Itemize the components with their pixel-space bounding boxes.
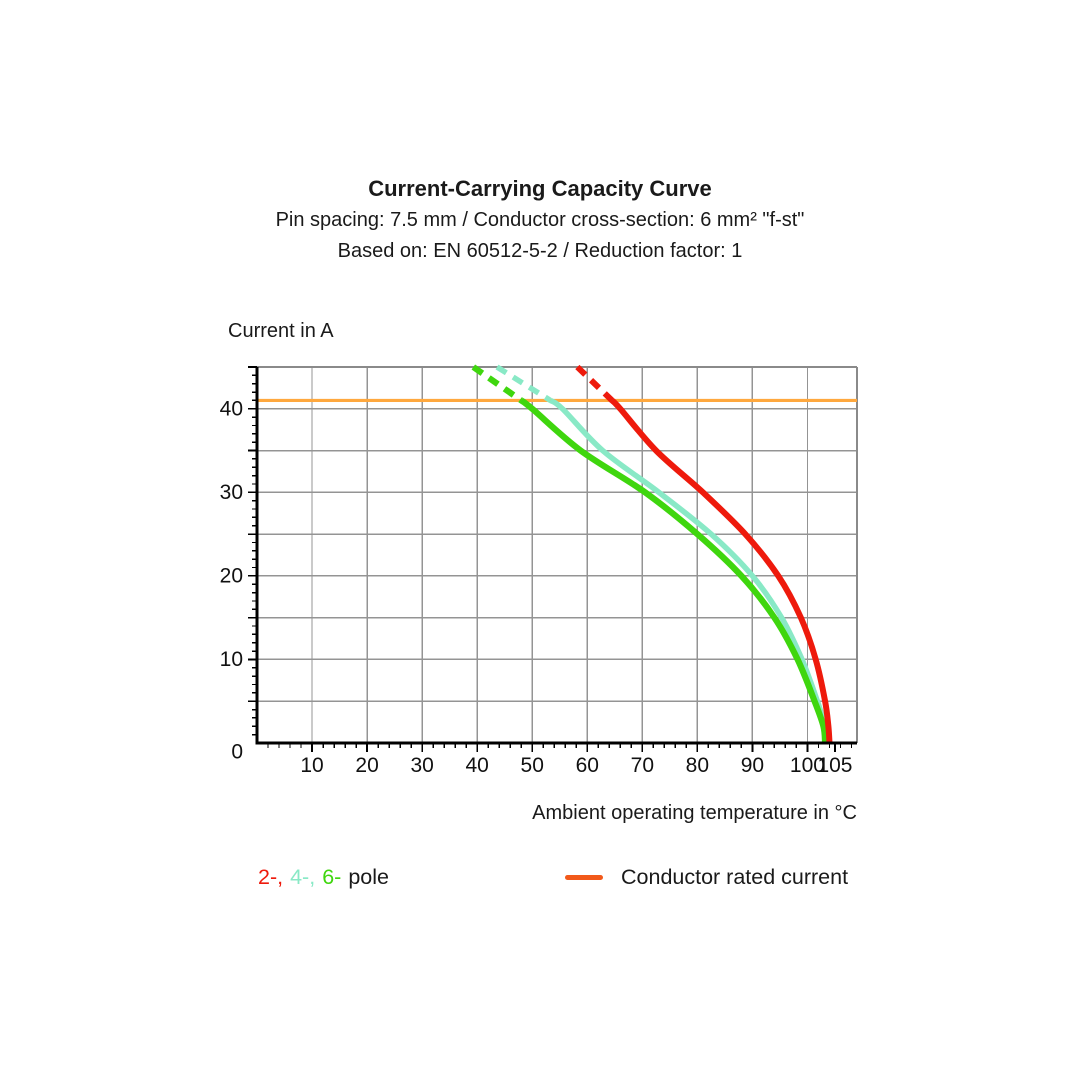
svg-text:30: 30 — [410, 754, 433, 777]
svg-text:70: 70 — [631, 754, 654, 777]
legend-rated-current: Conductor rated current — [565, 865, 848, 890]
svg-text:50: 50 — [521, 754, 544, 777]
chart-header: Current-Carrying Capacity Curve Pin spac… — [0, 173, 1080, 268]
x-axis-title: Ambient operating temperature in °C — [532, 802, 857, 824]
chart-title: Current-Carrying Capacity Curve — [368, 176, 712, 201]
svg-text:40: 40 — [466, 754, 489, 777]
y-axis-title: Current in A — [228, 320, 334, 342]
legend-poles: 2-, 4-, 6- pole — [258, 865, 396, 890]
svg-text:10: 10 — [300, 754, 323, 777]
svg-text:40: 40 — [220, 397, 243, 420]
chart-subtitle-basis: Based on: EN 60512-5-2 / Reduction facto… — [337, 240, 743, 262]
svg-text:100: 100 — [790, 754, 825, 777]
svg-text:20: 20 — [220, 564, 243, 587]
legend-pole-2: 2-, — [258, 865, 284, 889]
legend-rated-label: Conductor rated current — [621, 865, 849, 889]
legend-pole-6: 6- — [322, 865, 342, 889]
svg-text:10: 10 — [220, 648, 243, 671]
svg-text:105: 105 — [817, 754, 852, 777]
legend-pole-4: 4-, — [290, 865, 316, 889]
curve-2-pole — [575, 364, 833, 744]
svg-text:90: 90 — [741, 754, 764, 777]
svg-text:80: 80 — [686, 754, 709, 777]
axis-ticks — [248, 366, 853, 752]
svg-text:60: 60 — [576, 754, 599, 777]
rated-current-line-swatch — [565, 875, 603, 880]
svg-text:30: 30 — [220, 481, 243, 504]
svg-text:0: 0 — [231, 741, 243, 764]
legend-pole-suffix: pole — [348, 865, 389, 889]
axes — [255, 367, 857, 745]
grid-lines — [257, 367, 857, 743]
plot-border — [257, 365, 858, 743]
chart-subtitle-spec: Pin spacing: 7.5 mm / Conductor cross-se… — [275, 208, 805, 231]
curve-6-pole — [471, 364, 829, 744]
svg-text:20: 20 — [355, 754, 378, 777]
